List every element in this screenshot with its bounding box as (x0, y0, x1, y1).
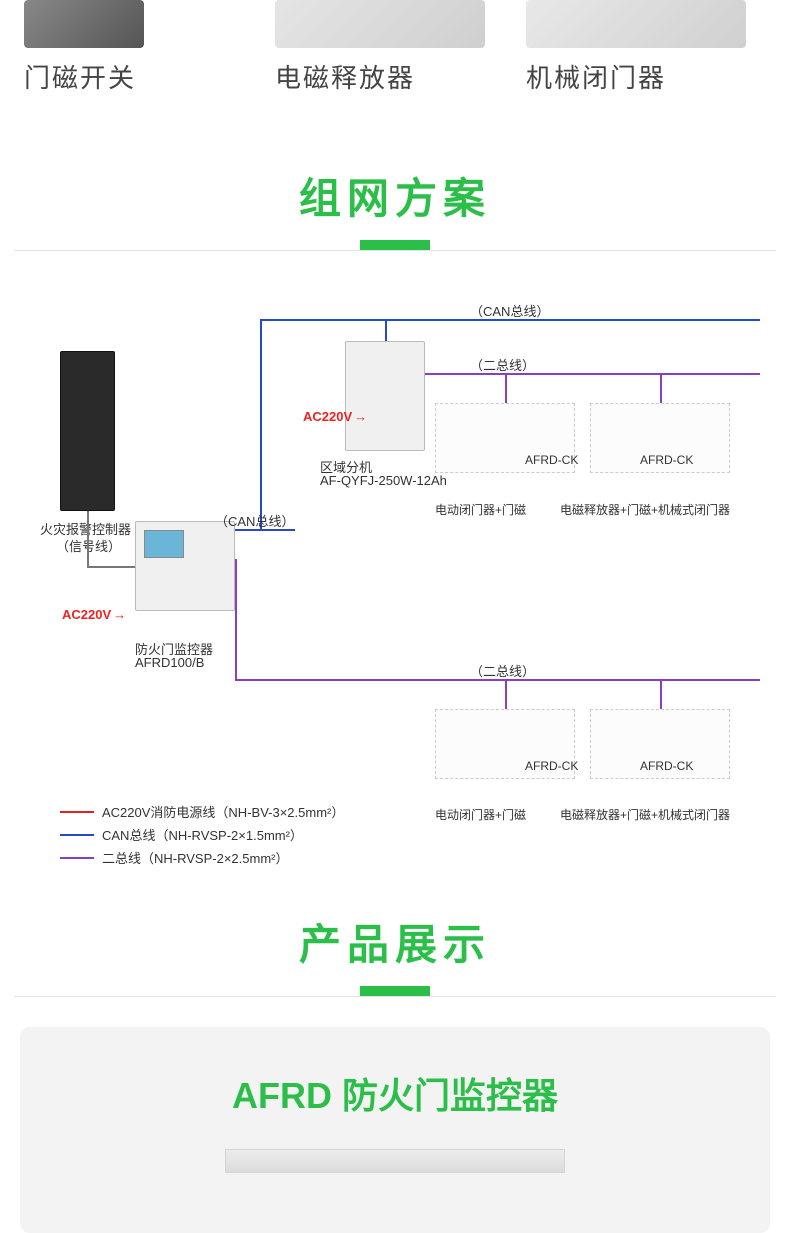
section-header-product: 产品展示 (0, 911, 790, 996)
wire-sig-h (87, 566, 135, 568)
unit-b-tag: AFRD-CK (640, 453, 693, 467)
label-2w-1: （二总线） (470, 355, 535, 374)
unit-a-cap: 电动闭门器+门磁 (435, 501, 526, 518)
label-region-2: AF-QYFJ-250W-12Ah (320, 473, 447, 488)
diagram-legend: AC220V消防电源线（NH-BV-3×2.5mm²） CAN总线（NH-RVS… (60, 798, 344, 871)
top-label-3: 机械闭门器 (526, 58, 666, 95)
section-underline-product (360, 986, 430, 996)
section-divider-1 (14, 250, 776, 251)
unit-a-tag: AFRD-CK (525, 453, 578, 467)
wire-2w-low-src (235, 559, 237, 679)
unit-d-cap: 电磁释放器+门磁+机械式闭门器 (560, 806, 730, 823)
top-item-3: 机械闭门器 (526, 0, 766, 95)
wire-2w-drop-b (660, 373, 662, 403)
top-label-2: 电磁释放器 (275, 58, 415, 95)
label-monitor-2: AFRD100/B (135, 655, 204, 670)
section-header-network: 组网方案 (0, 165, 790, 250)
top-image-1 (24, 0, 144, 48)
top-item-1: 门磁开关 (24, 0, 264, 95)
legend-swatch-0 (60, 811, 94, 813)
section-underline-network (360, 240, 430, 250)
top-image-3 (526, 0, 746, 48)
unit-c-cap: 电动闭门器+门磁 (435, 806, 526, 823)
box-rack (60, 351, 115, 511)
unit-b-cap: 电磁释放器+门磁+机械式闭门器 (560, 501, 730, 518)
box-region-unit (345, 341, 425, 451)
box-monitor (135, 521, 235, 611)
legend-swatch-1 (60, 834, 94, 836)
legend-text-2: 二总线（NH-RVSP-2×2.5mm²） (102, 848, 288, 867)
wire-sig-v (87, 511, 89, 566)
legend-row-2: 二总线（NH-RVSP-2×2.5mm²） (60, 848, 344, 867)
product-card: AFRD 防火门监控器 (20, 1027, 770, 1233)
label-can-top: （CAN总线） (470, 301, 549, 320)
section-title-product: 产品展示 (299, 911, 491, 972)
top-item-2: 电磁释放器 (275, 0, 515, 95)
wire-can-mid-v (260, 319, 262, 531)
section-title-network: 组网方案 (299, 165, 491, 226)
top-label-1: 门磁开关 (24, 58, 136, 95)
product-card-image (225, 1149, 565, 1173)
legend-text-1: CAN总线（NH-RVSP-2×1.5mm²） (102, 825, 303, 844)
legend-row-1: CAN总线（NH-RVSP-2×1.5mm²） (60, 825, 344, 844)
top-image-2 (275, 0, 485, 48)
top-product-row: 门磁开关 电磁释放器 机械闭门器 (0, 0, 790, 125)
unit-d-tag: AFRD-CK (640, 759, 693, 773)
section-divider-2 (14, 996, 776, 997)
label-ac-left: AC220V (62, 607, 126, 622)
legend-row-0: AC220V消防电源线（NH-BV-3×2.5mm²） (60, 802, 344, 821)
wire-2w-drop-a (505, 373, 507, 403)
label-can-mid: （CAN总线） (215, 511, 294, 530)
monitor-screen (144, 530, 184, 558)
product-card-title: AFRD 防火门监控器 (40, 1067, 750, 1119)
wire-2w-drop-c (505, 679, 507, 709)
wire-can-to-region (385, 319, 387, 341)
label-ac-mid: AC220V (303, 409, 367, 424)
unit-c-tag: AFRD-CK (525, 759, 578, 773)
wire-2w-drop-d (660, 679, 662, 709)
network-diagram: （CAN总线） 区域分机 AF-QYFJ-250W-12Ah AC220V （二… (20, 301, 770, 871)
legend-text-0: AC220V消防电源线（NH-BV-3×2.5mm²） (102, 802, 344, 821)
label-2w-2: （二总线） (470, 661, 535, 680)
legend-swatch-2 (60, 857, 94, 859)
